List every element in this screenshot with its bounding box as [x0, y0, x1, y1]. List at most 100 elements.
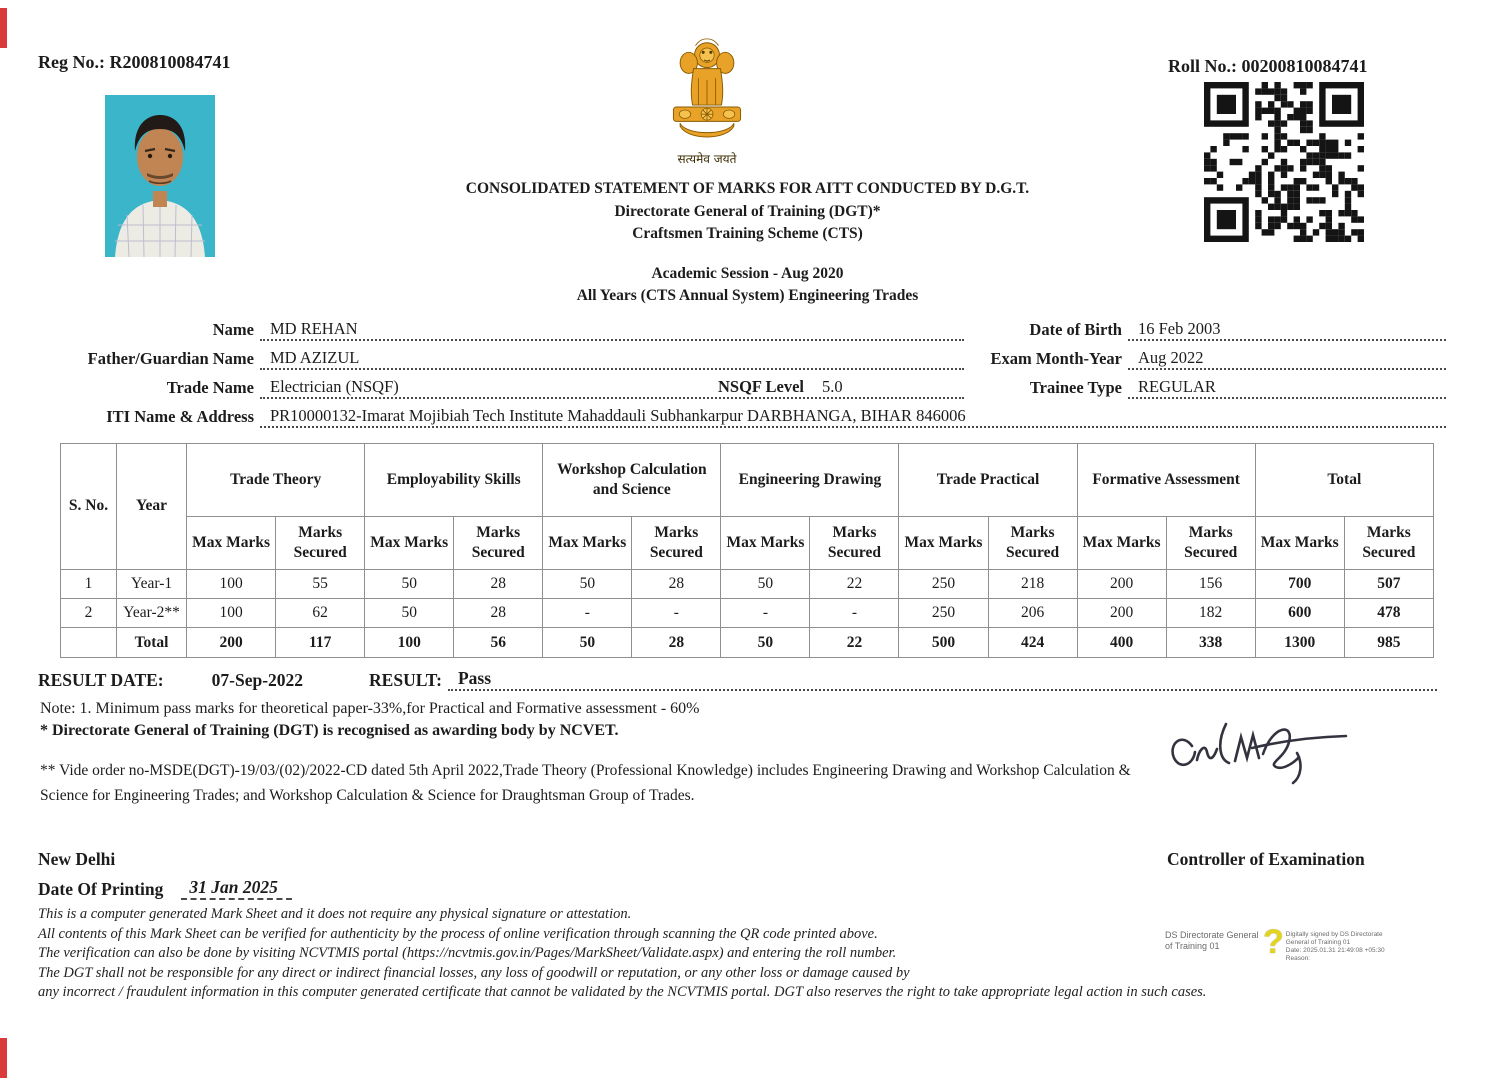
signature-graphic [1171, 722, 1348, 785]
reg-no: Reg No.: R200810084741 [38, 52, 230, 73]
sub-max-4: Max Marks [720, 516, 811, 570]
sub-sec-4: Marks Secured [809, 516, 900, 570]
y1-c5: 28 [631, 569, 722, 599]
tot-c3: 56 [453, 627, 544, 658]
y2-c2: 50 [364, 598, 455, 628]
result-value: Pass [447, 668, 1437, 691]
y1-c13: 507 [1343, 569, 1435, 599]
y1-c6: 50 [720, 569, 811, 599]
y2-c11: 182 [1165, 598, 1256, 628]
date-of-printing-label: Date Of Printing [38, 879, 164, 899]
disclaimer-line: The verification can also be done by vis… [38, 945, 897, 962]
y2-c12: 600 [1254, 598, 1345, 628]
nsqf-level-label: NSQF Level [718, 377, 805, 397]
father-label: Father/Guardian Name [87, 349, 254, 368]
tot-sno [59, 627, 118, 658]
tot-c9: 424 [987, 627, 1078, 658]
date-of-printing-row: Date Of Printing 31 Jan 2025 [38, 877, 292, 900]
y2-c9: 206 [987, 598, 1078, 628]
ds-details: Digitally signed by DS Directorate Gener… [1286, 922, 1385, 963]
question-mark-icon: ? [1263, 923, 1284, 961]
sub-sec-1: Marks Secured [275, 516, 366, 570]
tot-c6: 50 [720, 627, 811, 658]
field-row-name: Name MD REHAN Date of Birth 16 Feb 2003 [38, 312, 1446, 341]
y2-c4: - [542, 598, 633, 628]
y2-c13: 478 [1343, 598, 1435, 628]
y1-c3: 28 [453, 569, 544, 599]
father-value: MD AZIZUL [260, 348, 964, 370]
date-of-printing-value: 31 Jan 2025 [181, 877, 292, 900]
note-pass-marks: Note: 1. Minimum pass marks for theoreti… [40, 700, 700, 717]
disclaimer-line: This is a computer generated Mark Sheet … [38, 906, 632, 922]
tot-c2: 100 [364, 627, 455, 658]
group-trade-practical: Trade Practical [898, 443, 1078, 517]
table-row-total: Total 200 117 100 56 50 28 50 22 500 424… [59, 627, 1435, 658]
reg-no-label: Reg No.: [38, 52, 105, 72]
y1-c7: 22 [809, 569, 900, 599]
sub-max-2: Max Marks [364, 516, 455, 570]
doc-subtitle-cts: Craftsmen Training Scheme (CTS) [632, 225, 863, 242]
ds-signer-name-line2: of Training 01 [1165, 941, 1220, 951]
field-row-father: Father/Guardian Name MD AZIZUL Exam Mont… [38, 341, 1446, 370]
y1-c10: 200 [1076, 569, 1167, 599]
ds-details-line: Digitally signed by DS Directorate [1285, 931, 1383, 938]
sub-max-7: Max Marks [1254, 516, 1345, 570]
y2-c8: 250 [898, 598, 989, 628]
y1-c9: 218 [987, 569, 1078, 599]
y1-year: Year-1 [116, 569, 188, 599]
result-date-label: RESULT DATE: [38, 670, 164, 690]
trainee-photo [105, 95, 215, 258]
y1-c4: 50 [542, 569, 633, 599]
name-label: Name [212, 320, 254, 339]
session-system: All Years (CTS Annual System) Engineerin… [576, 287, 919, 304]
ashoka-emblem-icon [659, 36, 755, 154]
sub-sec-2: Marks Secured [453, 516, 544, 570]
trainee-photo-image [105, 95, 215, 258]
qr-code [1204, 82, 1364, 242]
note-vide-order: ** Vide order no-MSDE(DGT)-19/03/(02)/20… [40, 762, 1131, 804]
ds-details-line: Date: 2025.01.31 21:49:08 +05:30 [1285, 947, 1385, 954]
disclaimer: This is a computer generated Mark Sheet … [38, 905, 1298, 1003]
y2-c5: - [631, 598, 722, 628]
qr-code-graphic [1204, 82, 1364, 242]
trade-value-wrap: Electrician (NSQF) NSQF Level 5.0 [260, 377, 964, 399]
roll-no-label: Roll No.: [1168, 56, 1237, 76]
doc-title: CONSOLIDATED STATEMENT OF MARKS FOR AITT… [465, 180, 1030, 197]
sub-sec-7: Marks Secured [1343, 516, 1435, 570]
note-ncvet: * Directorate General of Training (DGT) … [40, 722, 619, 739]
marks-table: S. No. Year Trade Theory Employability S… [59, 443, 1435, 658]
tot-c13: 985 [1343, 627, 1435, 658]
col-year: Year [116, 443, 188, 570]
y1-c2: 50 [364, 569, 455, 599]
ds-details-line: General of Training 01 [1285, 939, 1351, 946]
group-trade-theory: Trade Theory [186, 443, 366, 517]
place: New Delhi [38, 849, 116, 869]
trainee-type-label: Trainee Type [1029, 378, 1122, 397]
table-row-year2: 2 Year-2** 100 62 50 28 - - - - 250 206 … [59, 598, 1435, 628]
left-edge-mark-bottom [0, 1038, 7, 1078]
y1-c11: 156 [1165, 569, 1256, 599]
sub-sec-6: Marks Secured [1165, 516, 1256, 570]
dob-label: Date of Birth [1029, 320, 1122, 339]
trade-label: Trade Name [166, 378, 254, 397]
ds-signer-name: DS Directorate General of Training 01 [1165, 922, 1261, 952]
trade-value: Electrician (NSQF) [270, 377, 399, 397]
sub-max-6: Max Marks [1076, 516, 1167, 570]
roll-no: Roll No.: 00200810084741 [1168, 56, 1368, 77]
left-edge-mark-top [0, 8, 7, 48]
y1-c0: 100 [186, 569, 277, 599]
tot-c5: 28 [631, 627, 722, 658]
table-row-year1: 1 Year-1 100 55 50 28 50 28 50 22 250 21… [59, 569, 1435, 599]
name-value: MD REHAN [260, 319, 964, 341]
y2-c3: 28 [453, 598, 544, 628]
group-total: Total [1254, 443, 1435, 517]
y2-c10: 200 [1076, 598, 1167, 628]
nsqf-level-value: 5.0 [822, 377, 843, 397]
ds-details-line: Reason: [1285, 955, 1310, 962]
field-row-trade: Trade Name Electrician (NSQF) NSQF Level… [38, 370, 1446, 399]
y2-c0: 100 [186, 598, 277, 628]
tot-year: Total [116, 627, 188, 658]
field-row-iti: ITI Name & Address PR10000132-Imarat Moj… [38, 399, 1446, 428]
controller-signature [1160, 708, 1365, 796]
roll-no-value: 00200810084741 [1241, 56, 1368, 76]
